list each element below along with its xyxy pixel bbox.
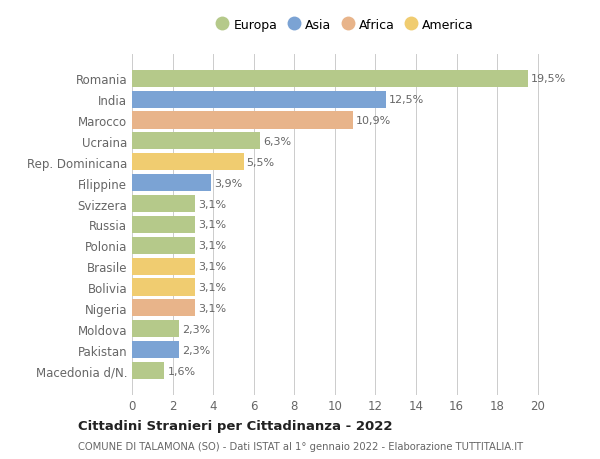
- Text: 3,1%: 3,1%: [198, 220, 226, 230]
- Bar: [132, 91, 386, 108]
- Text: 10,9%: 10,9%: [356, 116, 391, 126]
- Text: 3,9%: 3,9%: [214, 178, 242, 188]
- Bar: [132, 154, 244, 171]
- Bar: [132, 279, 195, 296]
- Bar: [132, 112, 353, 129]
- Text: 5,5%: 5,5%: [247, 157, 275, 168]
- Text: 3,1%: 3,1%: [198, 241, 226, 251]
- Text: 6,3%: 6,3%: [263, 137, 291, 146]
- Bar: [132, 362, 164, 379]
- Text: 3,1%: 3,1%: [198, 262, 226, 272]
- Text: 3,1%: 3,1%: [198, 199, 226, 209]
- Text: 2,3%: 2,3%: [182, 345, 210, 355]
- Text: 3,1%: 3,1%: [198, 303, 226, 313]
- Text: 2,3%: 2,3%: [182, 324, 210, 334]
- Bar: [132, 175, 211, 192]
- Text: 12,5%: 12,5%: [389, 95, 424, 105]
- Text: 3,1%: 3,1%: [198, 282, 226, 292]
- Text: Cittadini Stranieri per Cittadinanza - 2022: Cittadini Stranieri per Cittadinanza - 2…: [78, 419, 392, 432]
- Legend: Europa, Asia, Africa, America: Europa, Asia, Africa, America: [211, 14, 479, 37]
- Bar: [132, 216, 195, 234]
- Text: 1,6%: 1,6%: [167, 366, 196, 376]
- Bar: [132, 300, 195, 317]
- Bar: [132, 258, 195, 275]
- Text: 19,5%: 19,5%: [530, 74, 566, 84]
- Bar: [132, 320, 179, 338]
- Bar: [132, 133, 260, 150]
- Bar: [132, 341, 179, 358]
- Bar: [132, 196, 195, 213]
- Bar: [132, 71, 527, 88]
- Text: COMUNE DI TALAMONA (SO) - Dati ISTAT al 1° gennaio 2022 - Elaborazione TUTTITALI: COMUNE DI TALAMONA (SO) - Dati ISTAT al …: [78, 441, 523, 451]
- Bar: [132, 237, 195, 254]
